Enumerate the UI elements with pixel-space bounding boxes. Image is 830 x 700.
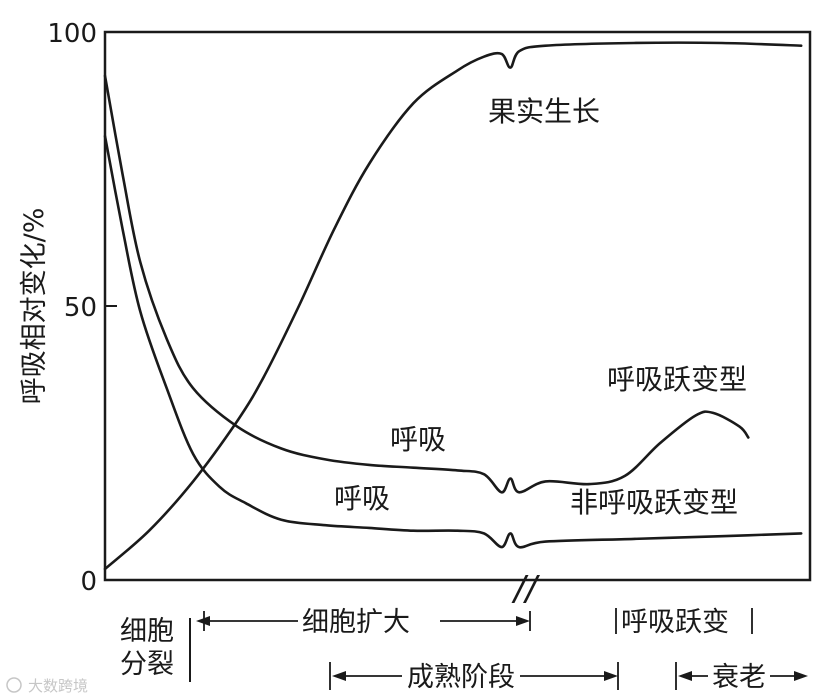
label-non-climacteric-type: 非呼吸跃变型 xyxy=(570,486,738,519)
y-tick-label: 50 xyxy=(64,293,97,323)
arrowhead-left xyxy=(196,616,210,626)
watermark-text: 大数跨境 xyxy=(28,677,88,695)
arrowhead-right xyxy=(794,671,808,681)
stage-cell-division-line1: 细胞 xyxy=(120,616,174,647)
stage-cell-expansion: 细胞扩大 xyxy=(302,607,410,638)
y-tick-label: 0 xyxy=(80,567,97,597)
stage-cell-division-line2: 分裂 xyxy=(120,649,174,680)
stage-senescence: 衰老 xyxy=(712,662,766,693)
arrowhead-left xyxy=(678,671,692,681)
series-respiration-non-climacteric xyxy=(103,134,803,549)
arrowhead-right xyxy=(604,671,618,681)
arrowhead-right xyxy=(516,616,530,626)
arrowhead-left xyxy=(332,671,346,681)
axis-break-mark: // xyxy=(511,569,540,609)
stage-ripening: 成熟阶段 xyxy=(407,662,515,693)
series-respiration-climacteric xyxy=(103,74,750,494)
label-climacteric-type: 呼吸跃变型 xyxy=(607,363,747,396)
label-respiration-upper: 呼吸 xyxy=(390,423,446,456)
y-axis-ticks: 0 50 100 xyxy=(47,19,117,597)
watermark: 大数跨境 xyxy=(6,677,88,695)
series-lines xyxy=(103,41,803,571)
y-axis-label: 呼吸相对变化/% xyxy=(19,208,50,405)
y-tick-label: 100 xyxy=(47,19,97,49)
watermark-logo-icon xyxy=(6,677,22,693)
label-respiration-lower: 呼吸 xyxy=(334,482,390,515)
stage-climacteric: 呼吸跃变 xyxy=(621,607,729,638)
label-fruit-growth: 果实生长 xyxy=(488,95,600,128)
